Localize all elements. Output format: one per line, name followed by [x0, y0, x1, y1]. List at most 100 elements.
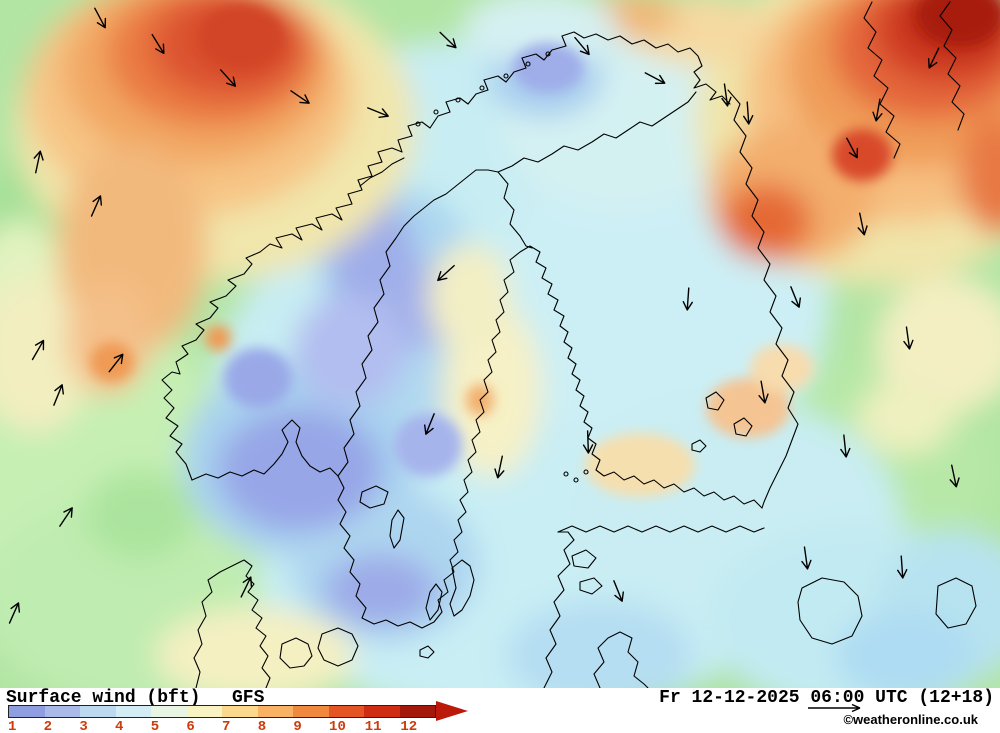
legend-number-10: 10 [329, 719, 346, 733]
island-saaremaa [571, 549, 597, 569]
shading-blob [585, 433, 695, 497]
lake-onega [935, 577, 977, 629]
legend-number-3: 3 [79, 719, 88, 733]
legend-segment-11 [364, 706, 400, 717]
wind-arrow [949, 464, 960, 488]
legend-segment-12 [399, 706, 435, 717]
coastlines-and-borders [161, 1, 977, 688]
coastline-white-sea-east [939, 1, 965, 131]
island-hiiumaa [579, 577, 603, 595]
shading-blob [428, 243, 512, 353]
shading-blob [0, 277, 93, 433]
wind-arrow [857, 212, 868, 236]
copyright-label[interactable]: ©weatheronline.co.uk [843, 712, 978, 727]
wind-arrow [790, 286, 801, 308]
shading-blob [505, 600, 695, 688]
legend-number-4: 4 [115, 719, 124, 733]
legend-segment-6 [186, 706, 222, 717]
wind-arrows-layer [8, 7, 960, 624]
shading-blob [832, 129, 892, 181]
shading-blob [835, 610, 975, 688]
wind-arrow [613, 580, 624, 602]
legend-scale-numbers: 1 2 3 4 5 6 7 8 9 10 11 12 [8, 719, 436, 733]
bottom-bar: Surface wind (bft) GFS Fr 12-12-2025 06:… [0, 688, 1000, 733]
wind-arrow [903, 326, 914, 350]
legend-segment-5 [151, 706, 187, 717]
legend-segment-4 [115, 706, 151, 717]
wind-arrow [721, 83, 732, 107]
legend-segment-9 [293, 706, 329, 717]
wind-arrow [424, 413, 435, 435]
lake-finland-3 [691, 439, 707, 453]
wind-speed-shading-accents [90, 0, 1000, 497]
coastline-lofoten [359, 157, 405, 187]
wind-arrow [682, 287, 693, 311]
lake-ladoga [797, 577, 863, 645]
wind-arrow [59, 507, 73, 527]
wind-arrow [151, 33, 165, 55]
shading-blob [857, 382, 953, 454]
legend-segment-1 [9, 706, 45, 717]
legend-number-1: 1 [8, 719, 17, 733]
shading-blob [90, 342, 134, 382]
wind-arrow [927, 47, 940, 69]
lake-finland-2 [733, 417, 753, 437]
wind-arrow [240, 576, 253, 598]
island-gotland [449, 559, 475, 617]
coastline-estonia-north [557, 525, 765, 533]
legend-number-12: 12 [400, 719, 418, 733]
shading-blob [218, 408, 382, 532]
parameter-label: Surface wind (bft) [6, 688, 201, 708]
wind-arrow [840, 434, 851, 458]
legend-segment-3 [80, 706, 116, 717]
island-oland [425, 583, 443, 621]
reference-wind-arrow [808, 703, 861, 713]
shading-blob [202, 6, 282, 66]
shading-blob [224, 348, 292, 408]
datetime-label: Fr 12-12-2025 06:00 UTC (12+18) [659, 688, 994, 708]
legend-number-6: 6 [186, 719, 195, 733]
shading-blob [462, 0, 618, 66]
coastline-white-sea-west [863, 1, 901, 159]
lake-vanern [359, 485, 389, 509]
wind-arrow [53, 384, 64, 406]
legend-number-5: 5 [150, 719, 160, 733]
wind-arrow [574, 36, 590, 56]
shading-blob [720, 184, 812, 260]
coastal-island-dots [415, 51, 589, 483]
shading-blob [706, 378, 790, 438]
coastline-sweden-finland [337, 245, 763, 629]
coastline-baltic-east [543, 531, 575, 688]
island-funen [279, 637, 313, 669]
wind-arrow [90, 195, 103, 217]
wind-speed-legend: 1 2 3 4 5 6 7 8 9 10 11 12 [8, 701, 488, 733]
shading-blob [324, 554, 436, 626]
coastline-norway-west [161, 31, 731, 481]
model-label: GFS [232, 688, 265, 708]
wind-arrow [33, 150, 44, 174]
legend-segment-8 [257, 706, 293, 717]
wind-arrow [846, 137, 859, 159]
shading-blob [512, 43, 584, 93]
legend-number-7: 7 [222, 719, 231, 733]
border-finland-russia [727, 89, 799, 509]
wind-arrow [644, 72, 666, 85]
wind-arrow [582, 430, 594, 454]
wind-arrow [494, 455, 505, 479]
weather-map [0, 0, 1000, 688]
wind-arrow [367, 107, 389, 118]
wind-arrow [290, 90, 310, 104]
border-sweden-finland [497, 171, 533, 249]
shading-blob [960, 115, 1000, 235]
legend-segment-7 [222, 706, 258, 717]
legend-segment-10 [328, 706, 364, 717]
legend-number-9: 9 [293, 719, 302, 733]
border-norway-sweden [337, 169, 499, 477]
wind-arrow [94, 7, 107, 29]
coastline-norway-south [191, 419, 339, 481]
shading-blob [205, 325, 231, 351]
shading-blob [155, 607, 355, 688]
coastline-denmark-jutland [193, 559, 271, 688]
wind-arrow [743, 101, 754, 125]
wind-arrow [31, 339, 45, 361]
